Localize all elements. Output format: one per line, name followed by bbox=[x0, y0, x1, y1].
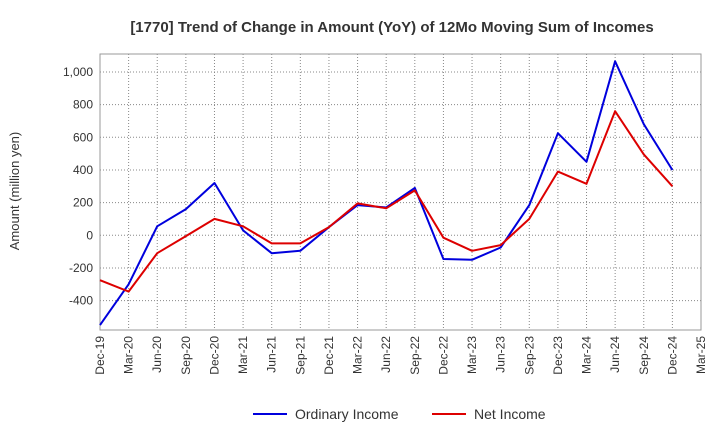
x-tick-label: Jun-22 bbox=[379, 336, 393, 373]
legend-label: Net Income bbox=[474, 406, 546, 422]
x-tick-label: Mar-22 bbox=[351, 336, 365, 374]
x-tick-label: Sep-22 bbox=[408, 336, 422, 375]
x-tick-label: Mar-24 bbox=[580, 336, 594, 374]
x-tick-label: Jun-23 bbox=[494, 336, 508, 373]
x-tick-label: Sep-23 bbox=[522, 336, 536, 375]
x-tick-label: Sep-21 bbox=[293, 336, 307, 375]
x-tick-label: Mar-23 bbox=[465, 336, 479, 374]
y-tick-label: 0 bbox=[86, 228, 93, 242]
x-tick-label: Dec-20 bbox=[207, 336, 221, 375]
y-tick-label: 400 bbox=[73, 163, 93, 177]
plot-area bbox=[99, 53, 702, 331]
series-line bbox=[99, 110, 674, 293]
x-tick-label: Sep-20 bbox=[179, 336, 193, 375]
grid bbox=[100, 54, 701, 330]
y-tick-label: -400 bbox=[69, 294, 93, 308]
x-tick-label: Mar-20 bbox=[122, 336, 136, 374]
x-tick-label: Jun-24 bbox=[608, 336, 622, 373]
y-tick-label: -200 bbox=[69, 261, 93, 275]
y-axis-label: Amount (million yen) bbox=[7, 132, 22, 251]
x-tick-label: Dec-24 bbox=[665, 336, 679, 375]
x-tick-label: Sep-24 bbox=[637, 336, 651, 375]
x-tick-label: Dec-23 bbox=[551, 336, 565, 375]
y-tick-label: 200 bbox=[73, 196, 93, 210]
x-tick-label: Jun-20 bbox=[150, 336, 164, 373]
y-axis: -400 -200 0 200 400 600 800 1,000 bbox=[63, 65, 93, 308]
x-tick-label: Dec-22 bbox=[436, 336, 450, 375]
x-tick-label: Dec-21 bbox=[322, 336, 336, 375]
y-tick-label: 1,000 bbox=[63, 65, 93, 79]
legend-label: Ordinary Income bbox=[295, 406, 399, 422]
y-tick-label: 800 bbox=[73, 98, 93, 112]
chart-title: [1770] Trend of Change in Amount (YoY) o… bbox=[130, 19, 653, 36]
x-tick-label: Dec-19 bbox=[93, 336, 107, 375]
legend: Ordinary Income Net Income bbox=[253, 406, 546, 422]
y-tick-label: 600 bbox=[73, 130, 93, 144]
x-axis: Dec-19 Mar-20 Jun-20 Sep-20 Dec-20 Mar-21 Jun-… bbox=[93, 336, 708, 375]
x-tick-label: Mar-21 bbox=[236, 336, 250, 374]
x-tick-label: Mar-25 bbox=[694, 336, 708, 374]
series-group bbox=[99, 60, 674, 326]
x-tick-label: Jun-21 bbox=[265, 336, 279, 373]
